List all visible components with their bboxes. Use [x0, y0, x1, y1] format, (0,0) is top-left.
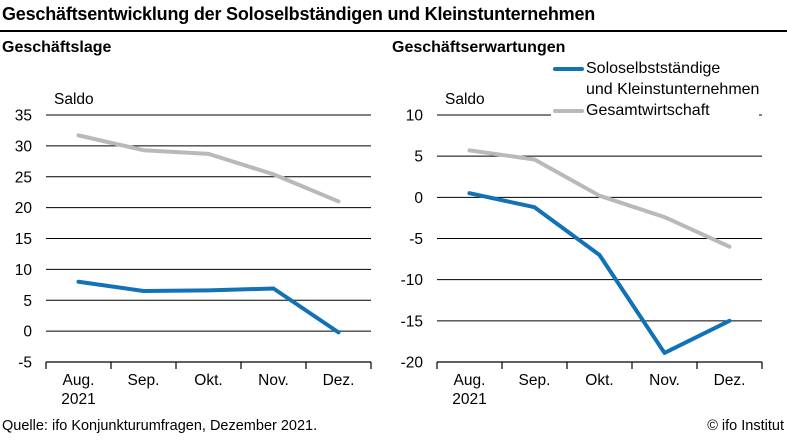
legend-label: Soloselbstständige und Kleinstunternehme…	[586, 58, 759, 100]
x-year-label: 2021	[61, 391, 95, 408]
erwartungen-chart-heading: Geschäftserwartungen	[392, 39, 566, 56]
y-tick-label: 5	[23, 293, 32, 310]
series-line-gesamtwirtschaft	[76, 133, 341, 204]
y-tick-label: 0	[414, 190, 423, 207]
x-tick-label: Nov.	[258, 372, 289, 389]
x-tick-label: Okt.	[194, 372, 222, 389]
saldo-label: Saldo	[445, 91, 485, 108]
y-tick-label: 30	[15, 138, 33, 155]
x-tick-label: Dez.	[714, 372, 746, 389]
legend-label-line: Soloselbstständige	[586, 60, 721, 77]
lage-chart: 35 30 25 20 15 10 5 0 -5 Aug. 2021 Sep. Okt. Nov. Dez.…	[15, 91, 372, 408]
x-tick-label: Okt.	[585, 372, 613, 389]
y-tick-label: 5	[414, 149, 423, 166]
x-tick-label: Sep.	[519, 372, 551, 389]
legend-label-line: und Kleinstunternehmen	[586, 81, 760, 98]
legend-item-gesamtwirtschaft: Gesamtwirtschaft	[553, 100, 759, 121]
y-tick-label: -15	[401, 313, 423, 330]
x-year-label: 2021	[452, 391, 486, 408]
gray-line-swatch-icon	[553, 109, 584, 113]
series-line-soloselbstst-ndige-und-kleinstunternehmen	[76, 279, 341, 335]
y-tick-label: -5	[409, 231, 423, 248]
title-divider	[0, 30, 787, 32]
y-tick-label: -20	[401, 355, 424, 372]
series-line-soloselbstst-ndige-und-kleinstunternehmen	[467, 191, 732, 355]
source-note: Quelle: ifo Konjunkturumfragen, Dezember…	[2, 418, 318, 434]
legend-label-line: Gesamtwirtschaft	[586, 102, 710, 119]
saldo-label: Saldo	[54, 91, 94, 108]
erwartungen-chart: 10 5 0 -5 -10 -15 -20 Aug. 2021 Sep. Okt. Nov. Dez. S…	[401, 91, 763, 408]
y-tick-label: -5	[18, 355, 32, 372]
y-tick-label: 25	[15, 169, 32, 186]
y-tick-label: -10	[401, 272, 424, 289]
y-tick-label: 20	[15, 200, 33, 217]
series-line-gesamtwirtschaft	[467, 148, 732, 249]
x-tick-label: Dez.	[323, 372, 355, 389]
legend: Soloselbstständige und Kleinstunternehme…	[551, 58, 760, 123]
x-tick-label: Sep.	[128, 372, 160, 389]
blue-line-swatch-icon	[553, 67, 584, 71]
x-tick-label: Nov.	[649, 372, 680, 389]
y-tick-label: 10	[406, 108, 424, 125]
y-tick-label: 10	[15, 262, 33, 279]
x-tick-label: Aug.	[454, 372, 486, 389]
x-tick-label: Aug.	[63, 372, 95, 389]
copyright-note: © ifo Institut	[707, 418, 784, 434]
legend-label: Gesamtwirtschaft	[586, 100, 710, 121]
page-title: Geschäftsentwicklung der Soloselbständig…	[2, 4, 596, 24]
legend-item-soloselbststaendige: Soloselbstständige und Kleinstunternehme…	[553, 58, 759, 100]
lage-chart-heading: Geschäftslage	[2, 39, 112, 56]
y-tick-label: 0	[23, 324, 32, 341]
y-tick-label: 15	[15, 231, 32, 248]
y-tick-label: 35	[15, 108, 32, 125]
